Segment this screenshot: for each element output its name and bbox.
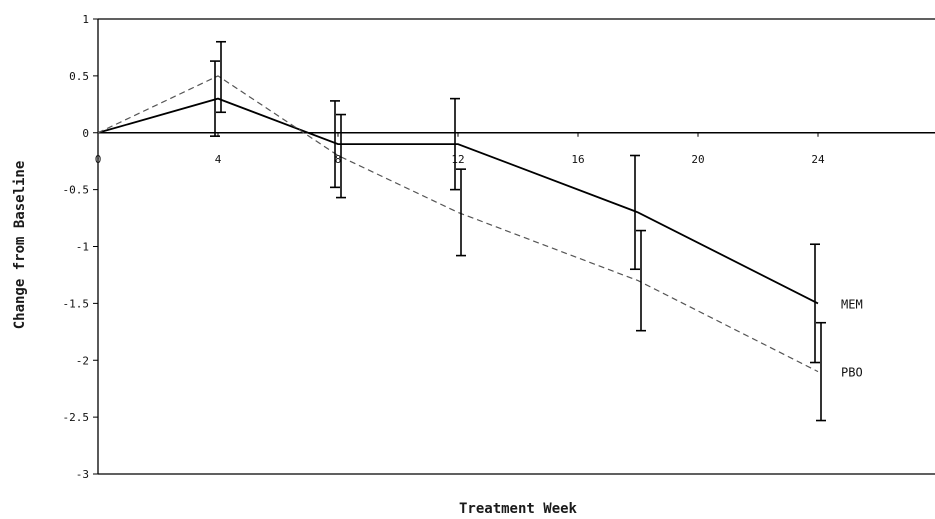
error-bar-pbo (456, 168, 466, 257)
error-bars (210, 40, 826, 422)
series-label-mem: MEM (841, 297, 863, 311)
x-tick-label: 20 (691, 153, 704, 166)
x-tick-label: 8 (335, 153, 342, 166)
error-bar-pbo (216, 40, 226, 114)
x-axis-title: Treatment Week (459, 501, 578, 517)
series-lines (97, 75, 819, 373)
x-tick-label: 24 (811, 153, 825, 166)
series-line-mem (97, 97, 819, 305)
y-tick-label: 1 (82, 13, 89, 26)
series-labels: MEM PBO (841, 297, 863, 379)
y-tick-label: -1 (76, 241, 89, 254)
error-bar-mem (630, 154, 640, 271)
series-label-pbo: PBO (841, 366, 863, 380)
x-tick-label: 4 (215, 153, 222, 166)
x-tick-label: 12 (451, 153, 464, 166)
error-bar-mem (450, 97, 460, 191)
y-axis-title: Change from Baseline (12, 161, 28, 330)
x-axis: 048121620242 (95, 132, 935, 166)
y-tick-label: 0 (82, 127, 89, 140)
x-tick-label: 0 (95, 153, 102, 166)
error-bar-mem (330, 100, 340, 189)
y-axis-ticks: 1 0.5 0 -0.5 -1 -1.5 -2 -2.5 -3 (63, 13, 98, 481)
y-tick-label: -1.5 (63, 297, 90, 310)
y-tick-label: -2.5 (63, 411, 90, 424)
plot-frame (97, 18, 935, 475)
error-bar-mem (210, 60, 220, 137)
series-line-pbo (97, 75, 819, 373)
y-tick-label: -3 (76, 468, 89, 481)
y-tick-label: -0.5 (63, 184, 90, 197)
y-tick-label: -2 (76, 354, 89, 367)
error-bar-pbo (336, 113, 346, 199)
x-tick-label: 16 (571, 153, 584, 166)
y-tick-label: 0.5 (69, 70, 89, 83)
error-bar-pbo (816, 321, 826, 422)
error-bar-mem (810, 243, 820, 364)
error-bar-pbo (636, 229, 646, 332)
